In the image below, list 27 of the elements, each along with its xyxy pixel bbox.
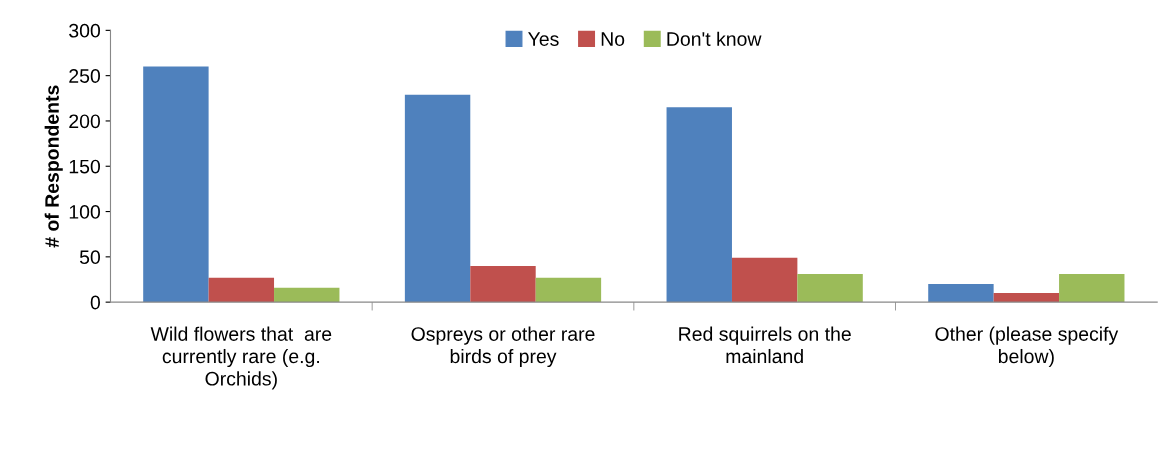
bar	[274, 287, 340, 303]
x-tick-label: Wild flowers that are currently rare (e.g. Orchids)	[150, 326, 332, 390]
bar	[993, 293, 1060, 303]
bar	[143, 66, 209, 303]
legend-label: Don't know	[667, 31, 762, 46]
bar	[666, 107, 732, 303]
legend-label: Yes	[528, 32, 559, 46]
bar	[470, 265, 536, 303]
legend-label: No	[601, 32, 625, 46]
bar	[928, 284, 994, 303]
y-tick-label: 50	[79, 250, 100, 265]
y-tick-label: 150	[69, 159, 101, 174]
y-axis-title: # of Respondents	[44, 85, 63, 248]
x-tick-label: Ospreys or other rare birds of prey	[411, 326, 595, 368]
x-tick-label: Other (please specify below)	[935, 326, 1119, 368]
bar	[797, 274, 863, 303]
bar	[208, 277, 275, 303]
y-tick-label: 0	[90, 295, 100, 310]
y-tick-label: 200	[69, 114, 101, 129]
y-tick-label: 100	[69, 205, 101, 219]
bar	[1059, 274, 1125, 303]
x-tick-label: Red squirrels on the mainland	[679, 326, 851, 364]
bar	[404, 94, 471, 303]
bar	[535, 277, 602, 303]
y-tick-label: 250	[69, 69, 101, 83]
bar	[731, 257, 798, 303]
y-tick-label: 300	[69, 23, 101, 38]
